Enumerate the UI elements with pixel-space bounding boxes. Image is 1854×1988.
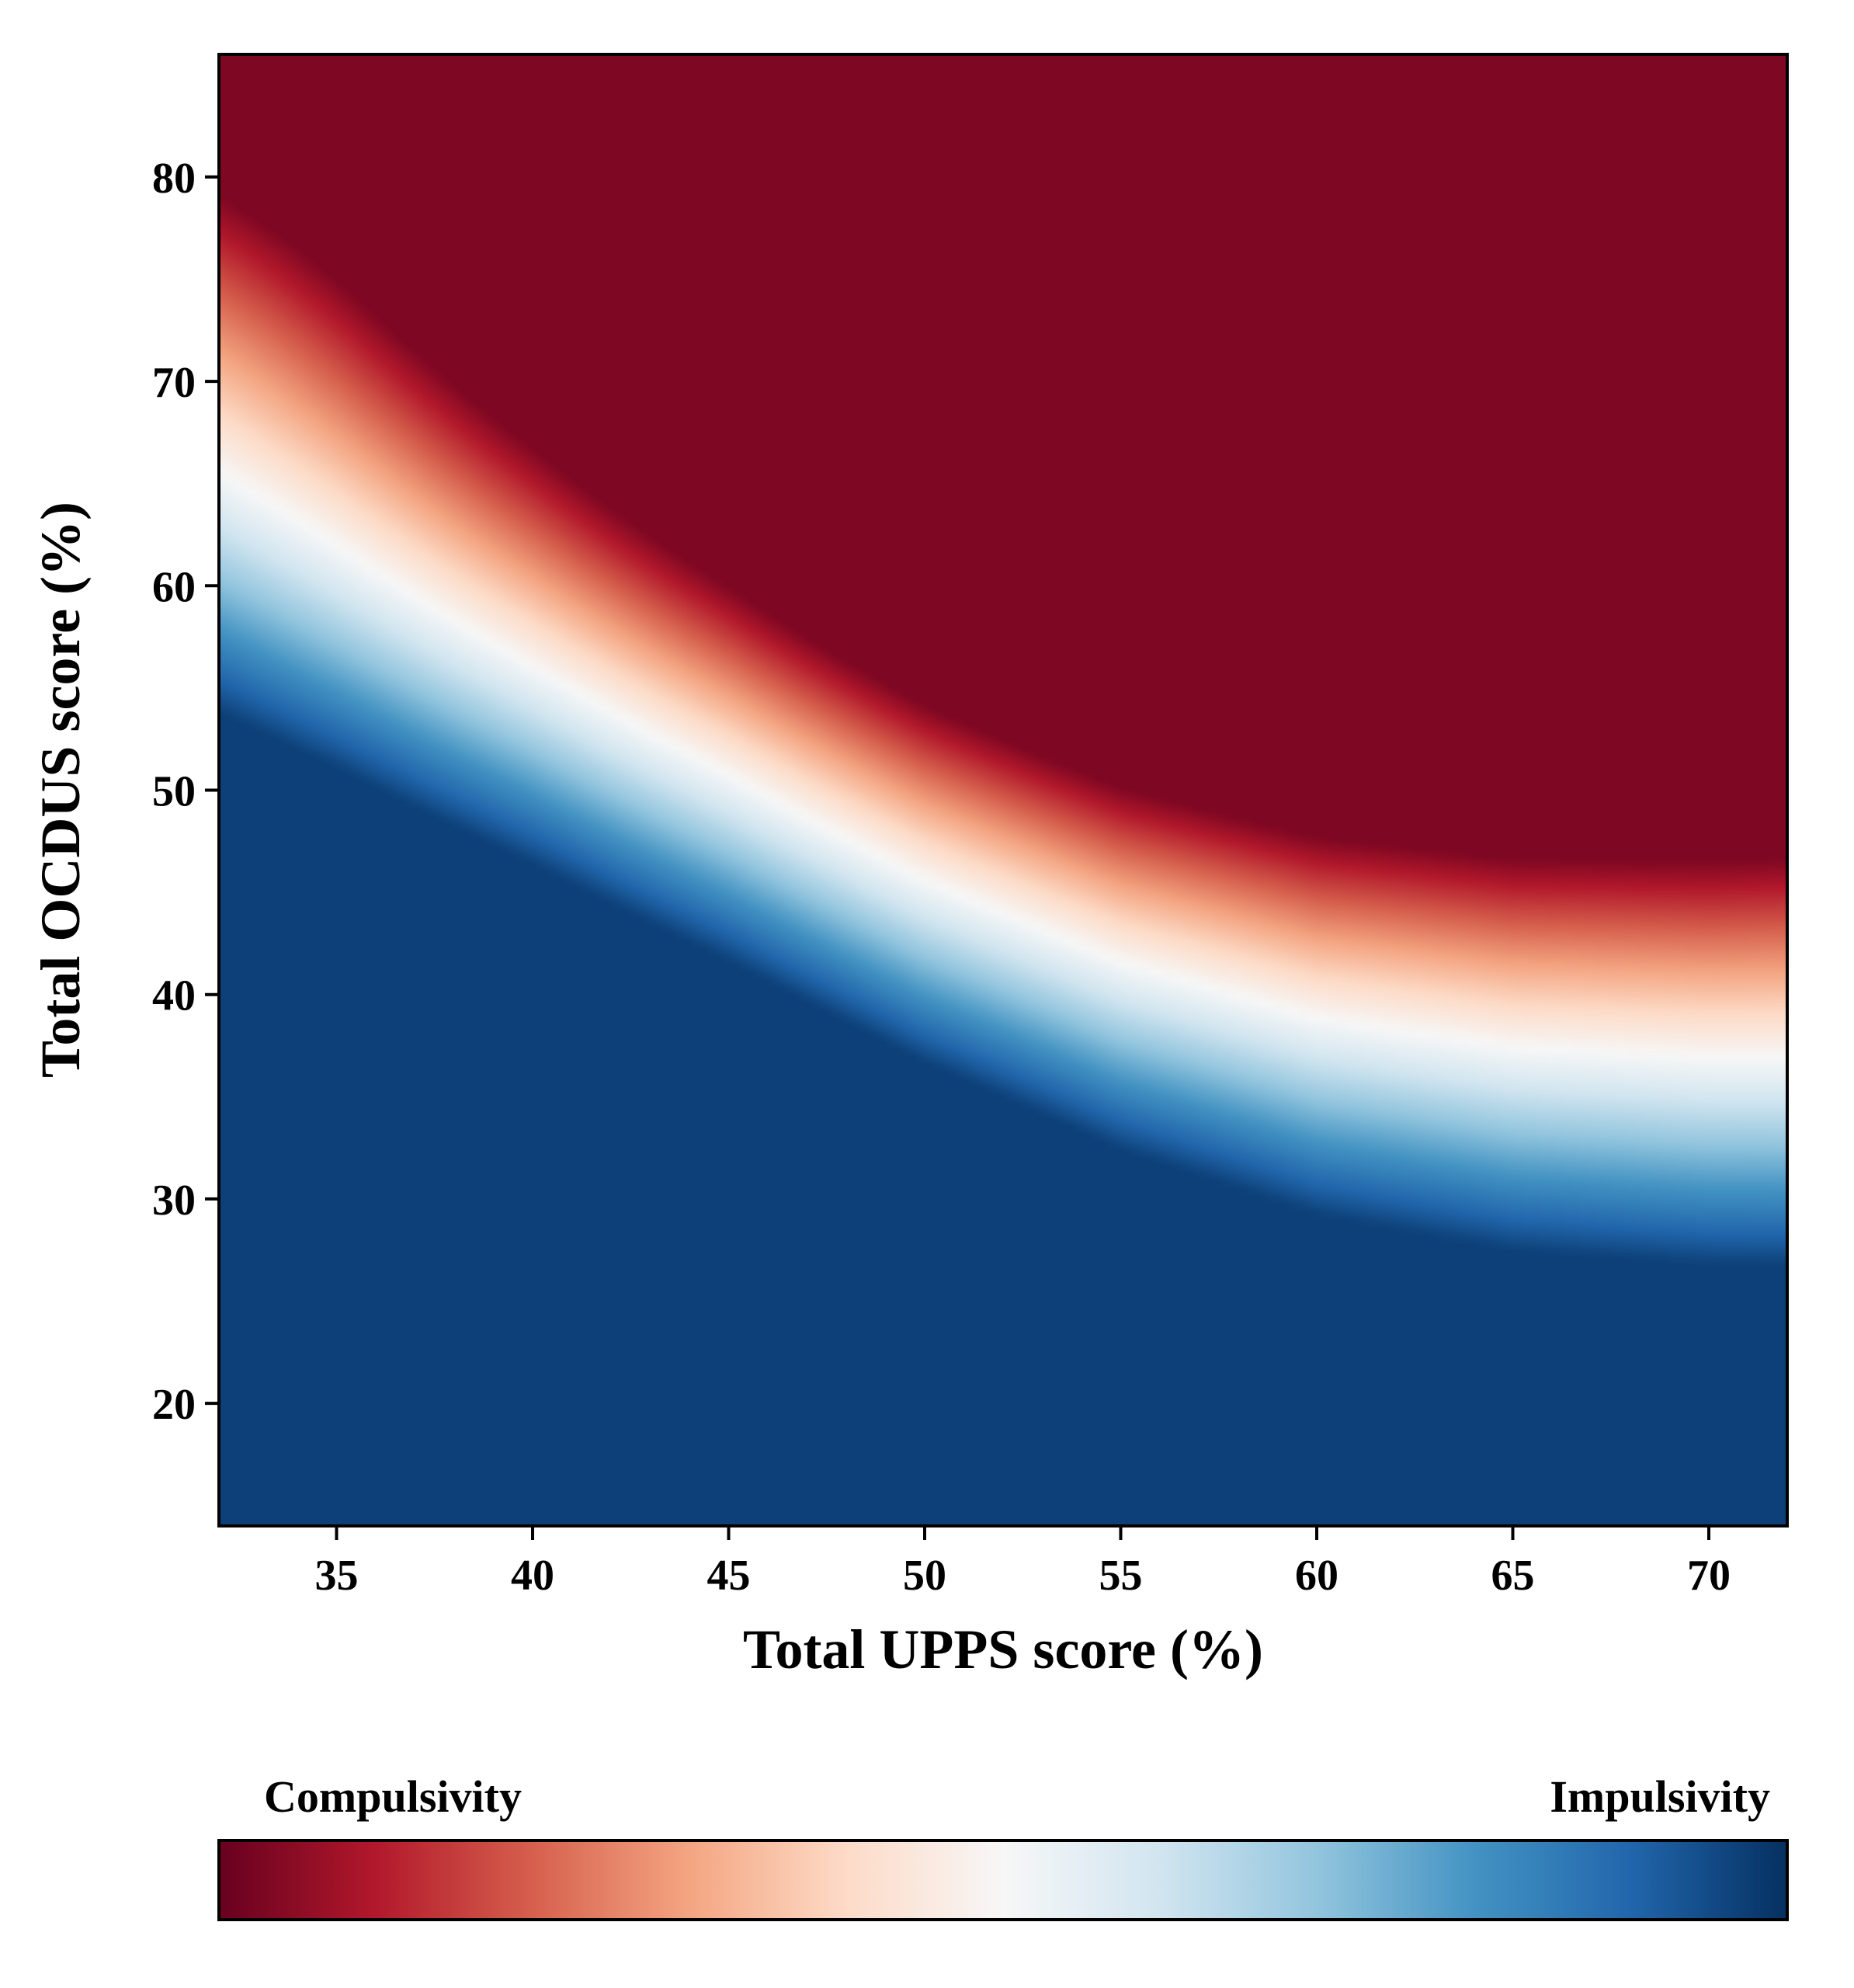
colorbar-bar xyxy=(217,1839,1789,1921)
x-tick-label: 60 xyxy=(1295,1552,1338,1600)
y-tick-label: 20 xyxy=(152,1381,196,1429)
x-tick-label: 50 xyxy=(903,1552,946,1600)
x-tick-label: 65 xyxy=(1491,1552,1535,1600)
x-axis-label: Total UPPS score (%) xyxy=(743,1618,1263,1680)
y-axis: 20 30 40 50 60 70 80 xyxy=(152,155,219,1429)
plot-area xyxy=(217,53,1789,1527)
x-axis: 35 40 45 50 55 60 65 70 xyxy=(315,1526,1731,1600)
x-tick-label: 40 xyxy=(511,1552,554,1600)
colorbar-right-label: Impulsivity xyxy=(1550,1771,1770,1822)
y-axis-label: Total OCDUS score (%) xyxy=(30,502,92,1078)
x-tick-label: 35 xyxy=(315,1552,359,1600)
y-tick-label: 30 xyxy=(152,1176,196,1225)
colorbar-left-label: Compulsivity xyxy=(264,1771,522,1822)
y-tick-label: 80 xyxy=(152,155,196,203)
x-tick-label: 70 xyxy=(1687,1552,1731,1600)
colorbar: Compulsivity Impulsivity xyxy=(217,1771,1789,1921)
heatmap-surface xyxy=(219,54,1787,1526)
x-tick-label: 55 xyxy=(1099,1552,1143,1600)
y-tick-label: 60 xyxy=(152,563,196,611)
x-tick-label: 45 xyxy=(707,1552,751,1600)
y-tick-label: 40 xyxy=(152,972,196,1020)
y-tick-label: 70 xyxy=(152,359,196,407)
y-tick-label: 50 xyxy=(152,768,196,816)
